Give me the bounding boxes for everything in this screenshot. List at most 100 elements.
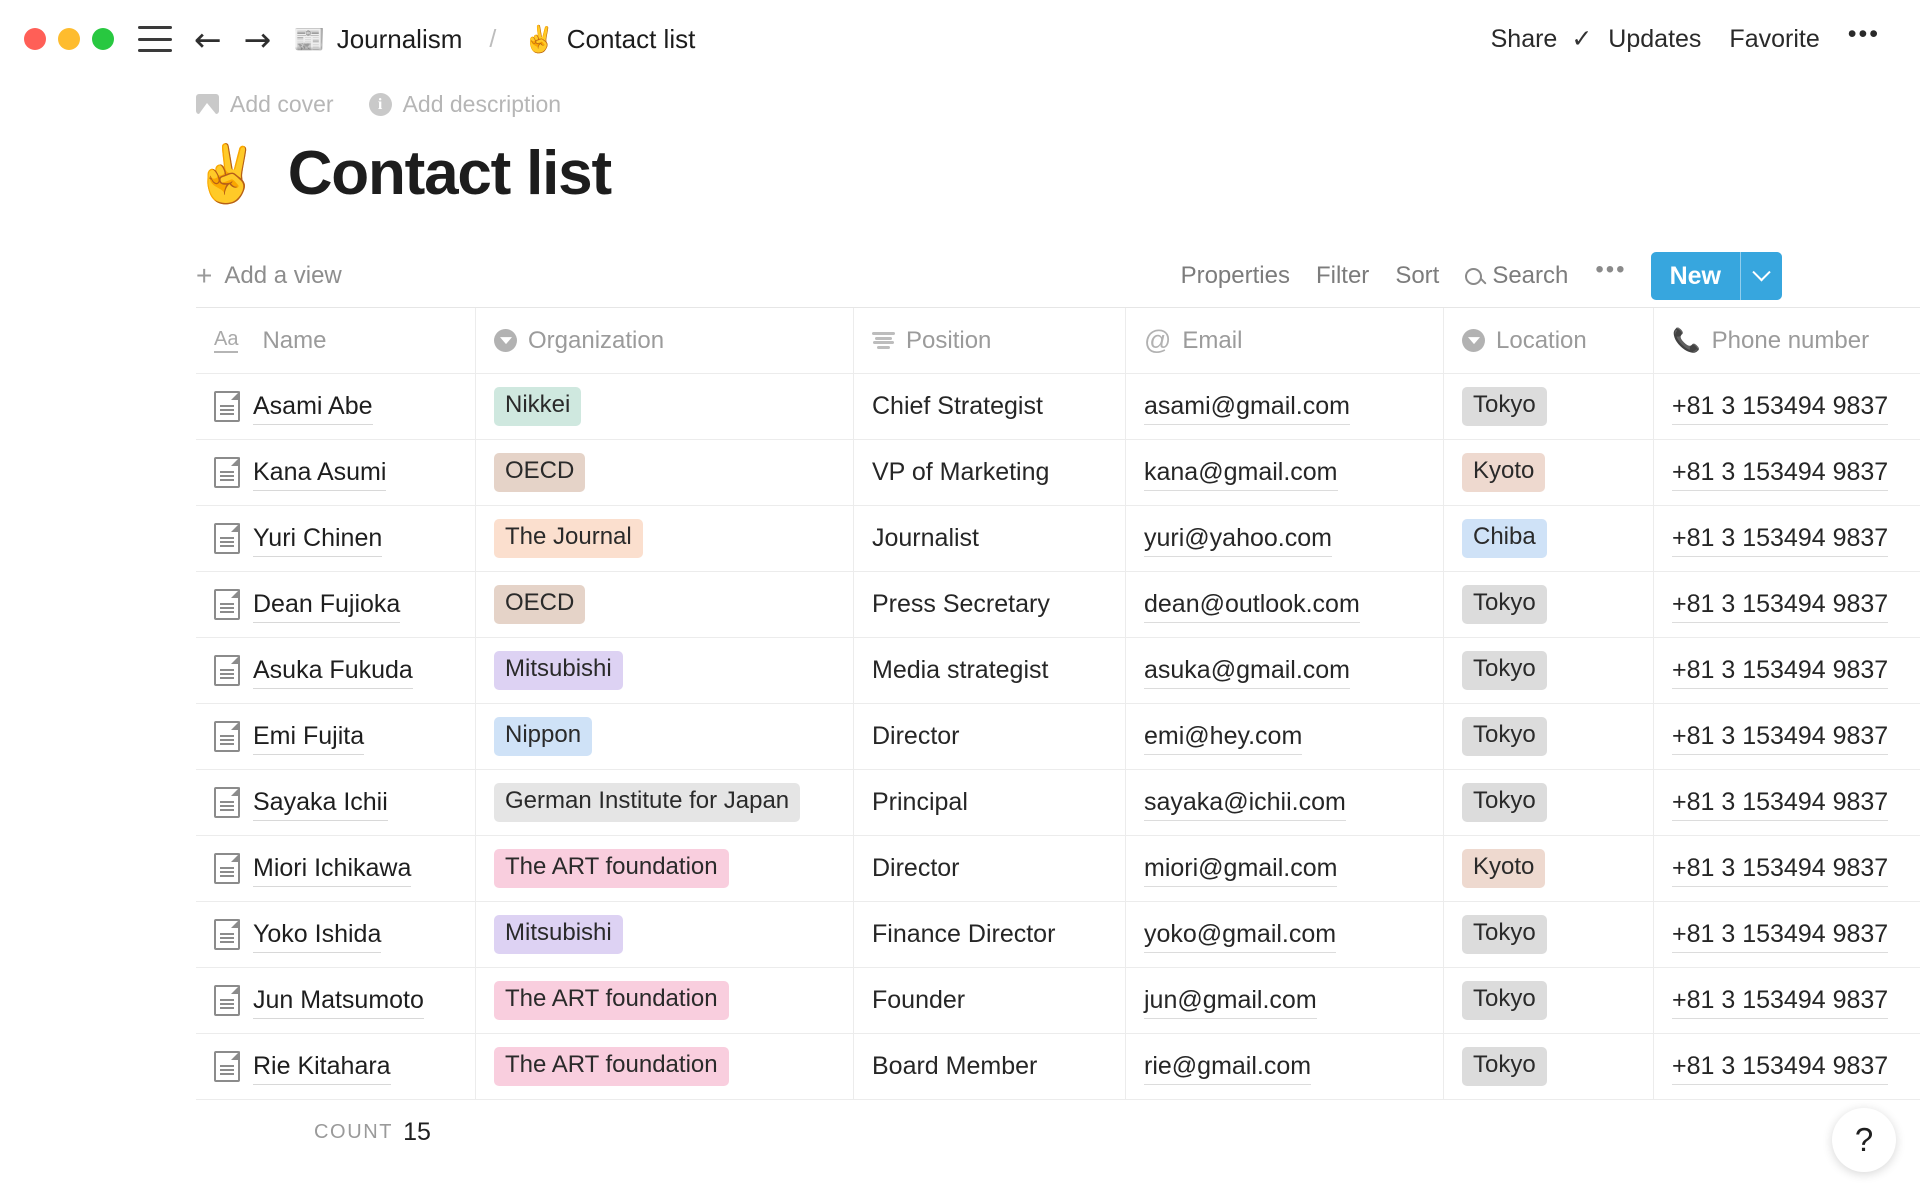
cell-email[interactable]: jun@gmail.com (1126, 968, 1444, 1033)
cell-name[interactable]: Sayaka Ichii (196, 770, 476, 835)
share-button[interactable]: Share (1490, 24, 1558, 53)
column-header-name[interactable]: Aa Name (196, 308, 476, 373)
cell-phone-number[interactable]: +81 3 153494 9837 (1654, 836, 1920, 901)
add-cover-button[interactable]: Add cover (196, 91, 334, 118)
cell-phone-number[interactable]: +81 3 153494 9837 (1654, 902, 1920, 967)
cell-location[interactable]: Kyoto (1444, 836, 1654, 901)
cell-position[interactable]: Principal (854, 770, 1126, 835)
cell-location[interactable]: Kyoto (1444, 440, 1654, 505)
cell-position[interactable]: Director (854, 704, 1126, 769)
column-header-location[interactable]: Location (1444, 308, 1654, 373)
cell-email[interactable]: asami@gmail.com (1126, 374, 1444, 439)
cell-phone-number[interactable]: +81 3 153494 9837 (1654, 374, 1920, 439)
cell-position[interactable]: Founder (854, 968, 1126, 1033)
cell-location[interactable]: Tokyo (1444, 770, 1654, 835)
search-button[interactable]: Search (1452, 256, 1581, 296)
cell-phone-number[interactable]: +81 3 153494 9837 (1654, 638, 1920, 703)
view-more-options-icon[interactable]: ••• (1595, 256, 1627, 283)
cell-name[interactable]: Miori Ichikawa (196, 836, 476, 901)
cell-name[interactable]: Kana Asumi (196, 440, 476, 505)
cell-email[interactable]: miori@gmail.com (1126, 836, 1444, 901)
cell-name[interactable]: Asuka Fukuda (196, 638, 476, 703)
favorite-button[interactable]: Favorite (1729, 24, 1820, 53)
cell-phone-number[interactable]: +81 3 153494 9837 (1654, 1034, 1920, 1099)
cell-email[interactable]: dean@outlook.com (1126, 572, 1444, 637)
table-row[interactable]: Yoko Ishida Mitsubishi Finance Director yok… (196, 902, 1920, 968)
cell-location[interactable]: Tokyo (1444, 1034, 1654, 1099)
cell-phone-number[interactable]: +81 3 153494 9837 (1654, 704, 1920, 769)
maximize-window-button[interactable] (92, 28, 114, 50)
cell-organization[interactable]: OECD (476, 572, 854, 637)
cell-phone-number[interactable]: +81 3 153494 9837 (1654, 440, 1920, 505)
table-row[interactable]: Miori Ichikawa The ART foundation Director… (196, 836, 1920, 902)
cell-organization[interactable]: The Journal (476, 506, 854, 571)
cell-name[interactable]: Dean Fujioka (196, 572, 476, 637)
cell-location[interactable]: Tokyo (1444, 902, 1654, 967)
properties-button[interactable]: Properties (1180, 262, 1290, 289)
menu-icon[interactable] (138, 26, 172, 52)
cell-position[interactable]: Journalist (854, 506, 1126, 571)
cell-name[interactable]: Emi Fujita (196, 704, 476, 769)
table-row[interactable]: Rie Kitahara The ART foundation Board Memb… (196, 1034, 1920, 1100)
filter-button[interactable]: Filter (1315, 262, 1370, 289)
page-title[interactable]: Contact list (287, 139, 612, 208)
cell-email[interactable]: emi@hey.com (1126, 704, 1444, 769)
cell-organization[interactable]: Mitsubishi (476, 902, 854, 967)
cell-location[interactable]: Tokyo (1444, 704, 1654, 769)
add-view-button[interactable]: + Add a view (196, 262, 342, 290)
cell-organization[interactable]: OECD (476, 440, 854, 505)
cell-organization[interactable]: The ART foundation (476, 1034, 854, 1099)
cell-organization[interactable]: Nippon (476, 704, 854, 769)
back-arrow-icon[interactable]: ← (194, 19, 222, 59)
cell-email[interactable]: sayaka@ichii.com (1126, 770, 1444, 835)
column-header-email[interactable]: @ Email (1126, 308, 1444, 373)
cell-organization[interactable]: The ART foundation (476, 968, 854, 1033)
cell-organization[interactable]: The ART foundation (476, 836, 854, 901)
table-row[interactable]: Sayaka Ichii German Institute for Japan Pr… (196, 770, 1920, 836)
cell-name[interactable]: Jun Matsumoto (196, 968, 476, 1033)
forward-arrow-icon[interactable]: → (243, 19, 272, 59)
table-row[interactable]: Asuka Fukuda Mitsubishi Media strategist as… (196, 638, 1920, 704)
table-row[interactable]: Kana Asumi OECD VP of Marketing kana@gmail.… (196, 440, 1920, 506)
close-window-button[interactable] (24, 28, 46, 50)
column-header-phone-number[interactable]: 📞 Phone number (1654, 308, 1920, 373)
cell-email[interactable]: kana@gmail.com (1126, 440, 1444, 505)
cell-name[interactable]: Rie Kitahara (196, 1034, 476, 1099)
cell-name[interactable]: Asami Abe (196, 374, 476, 439)
victory-hand-icon[interactable]: ✌️ (192, 141, 262, 205)
breadcrumb-parent[interactable]: Journalism (336, 23, 463, 54)
cell-position[interactable]: Press Secretary (854, 572, 1126, 637)
table-row[interactable]: Dean Fujioka OECD Press Secretary dean@outl… (196, 572, 1920, 638)
cell-email[interactable]: rie@gmail.com (1126, 1034, 1444, 1099)
cell-location[interactable]: Tokyo (1444, 374, 1654, 439)
column-header-organization[interactable]: Organization (476, 308, 854, 373)
cell-position[interactable]: Director (854, 836, 1126, 901)
cell-phone-number[interactable]: +81 3 153494 9837 (1654, 572, 1920, 637)
cell-location[interactable]: Tokyo (1444, 968, 1654, 1033)
cell-position[interactable]: Chief Strategist (854, 374, 1126, 439)
cell-phone-number[interactable]: +81 3 153494 9837 (1654, 968, 1920, 1033)
cell-position[interactable]: Finance Director (854, 902, 1126, 967)
cell-name[interactable]: Yuri Chinen (196, 506, 476, 571)
cell-organization[interactable]: German Institute for Japan (476, 770, 854, 835)
table-row[interactable]: Jun Matsumoto The ART foundation Founder ju… (196, 968, 1920, 1034)
cell-email[interactable]: yuri@yahoo.com (1126, 506, 1444, 571)
add-description-button[interactable]: i Add description (368, 91, 561, 118)
sort-button[interactable]: Sort (1395, 262, 1440, 289)
cell-phone-number[interactable]: +81 3 153494 9837 (1654, 506, 1920, 571)
help-button[interactable]: ? (1832, 1108, 1896, 1172)
cell-email[interactable]: asuka@gmail.com (1126, 638, 1444, 703)
cell-position[interactable]: Media strategist (854, 638, 1126, 703)
table-row[interactable]: Asami Abe Nikkei Chief Strategist asami@gma… (196, 374, 1920, 440)
more-options-icon[interactable]: ••• (1847, 19, 1880, 48)
new-button[interactable]: New (1669, 261, 1721, 290)
cell-name[interactable]: Yoko Ishida (196, 902, 476, 967)
cell-email[interactable]: yoko@gmail.com (1126, 902, 1444, 967)
cell-position[interactable]: VP of Marketing (854, 440, 1126, 505)
table-row[interactable]: Emi Fujita Nippon Director emi@hey.com Tokyo… (196, 704, 1920, 770)
cell-organization[interactable]: Nikkei (476, 374, 854, 439)
table-row[interactable]: Yuri Chinen The Journal Journalist yuri@yah… (196, 506, 1920, 572)
cell-organization[interactable]: Mitsubishi (476, 638, 854, 703)
column-header-position[interactable]: Position (854, 308, 1126, 373)
cell-location[interactable]: Tokyo (1444, 638, 1654, 703)
